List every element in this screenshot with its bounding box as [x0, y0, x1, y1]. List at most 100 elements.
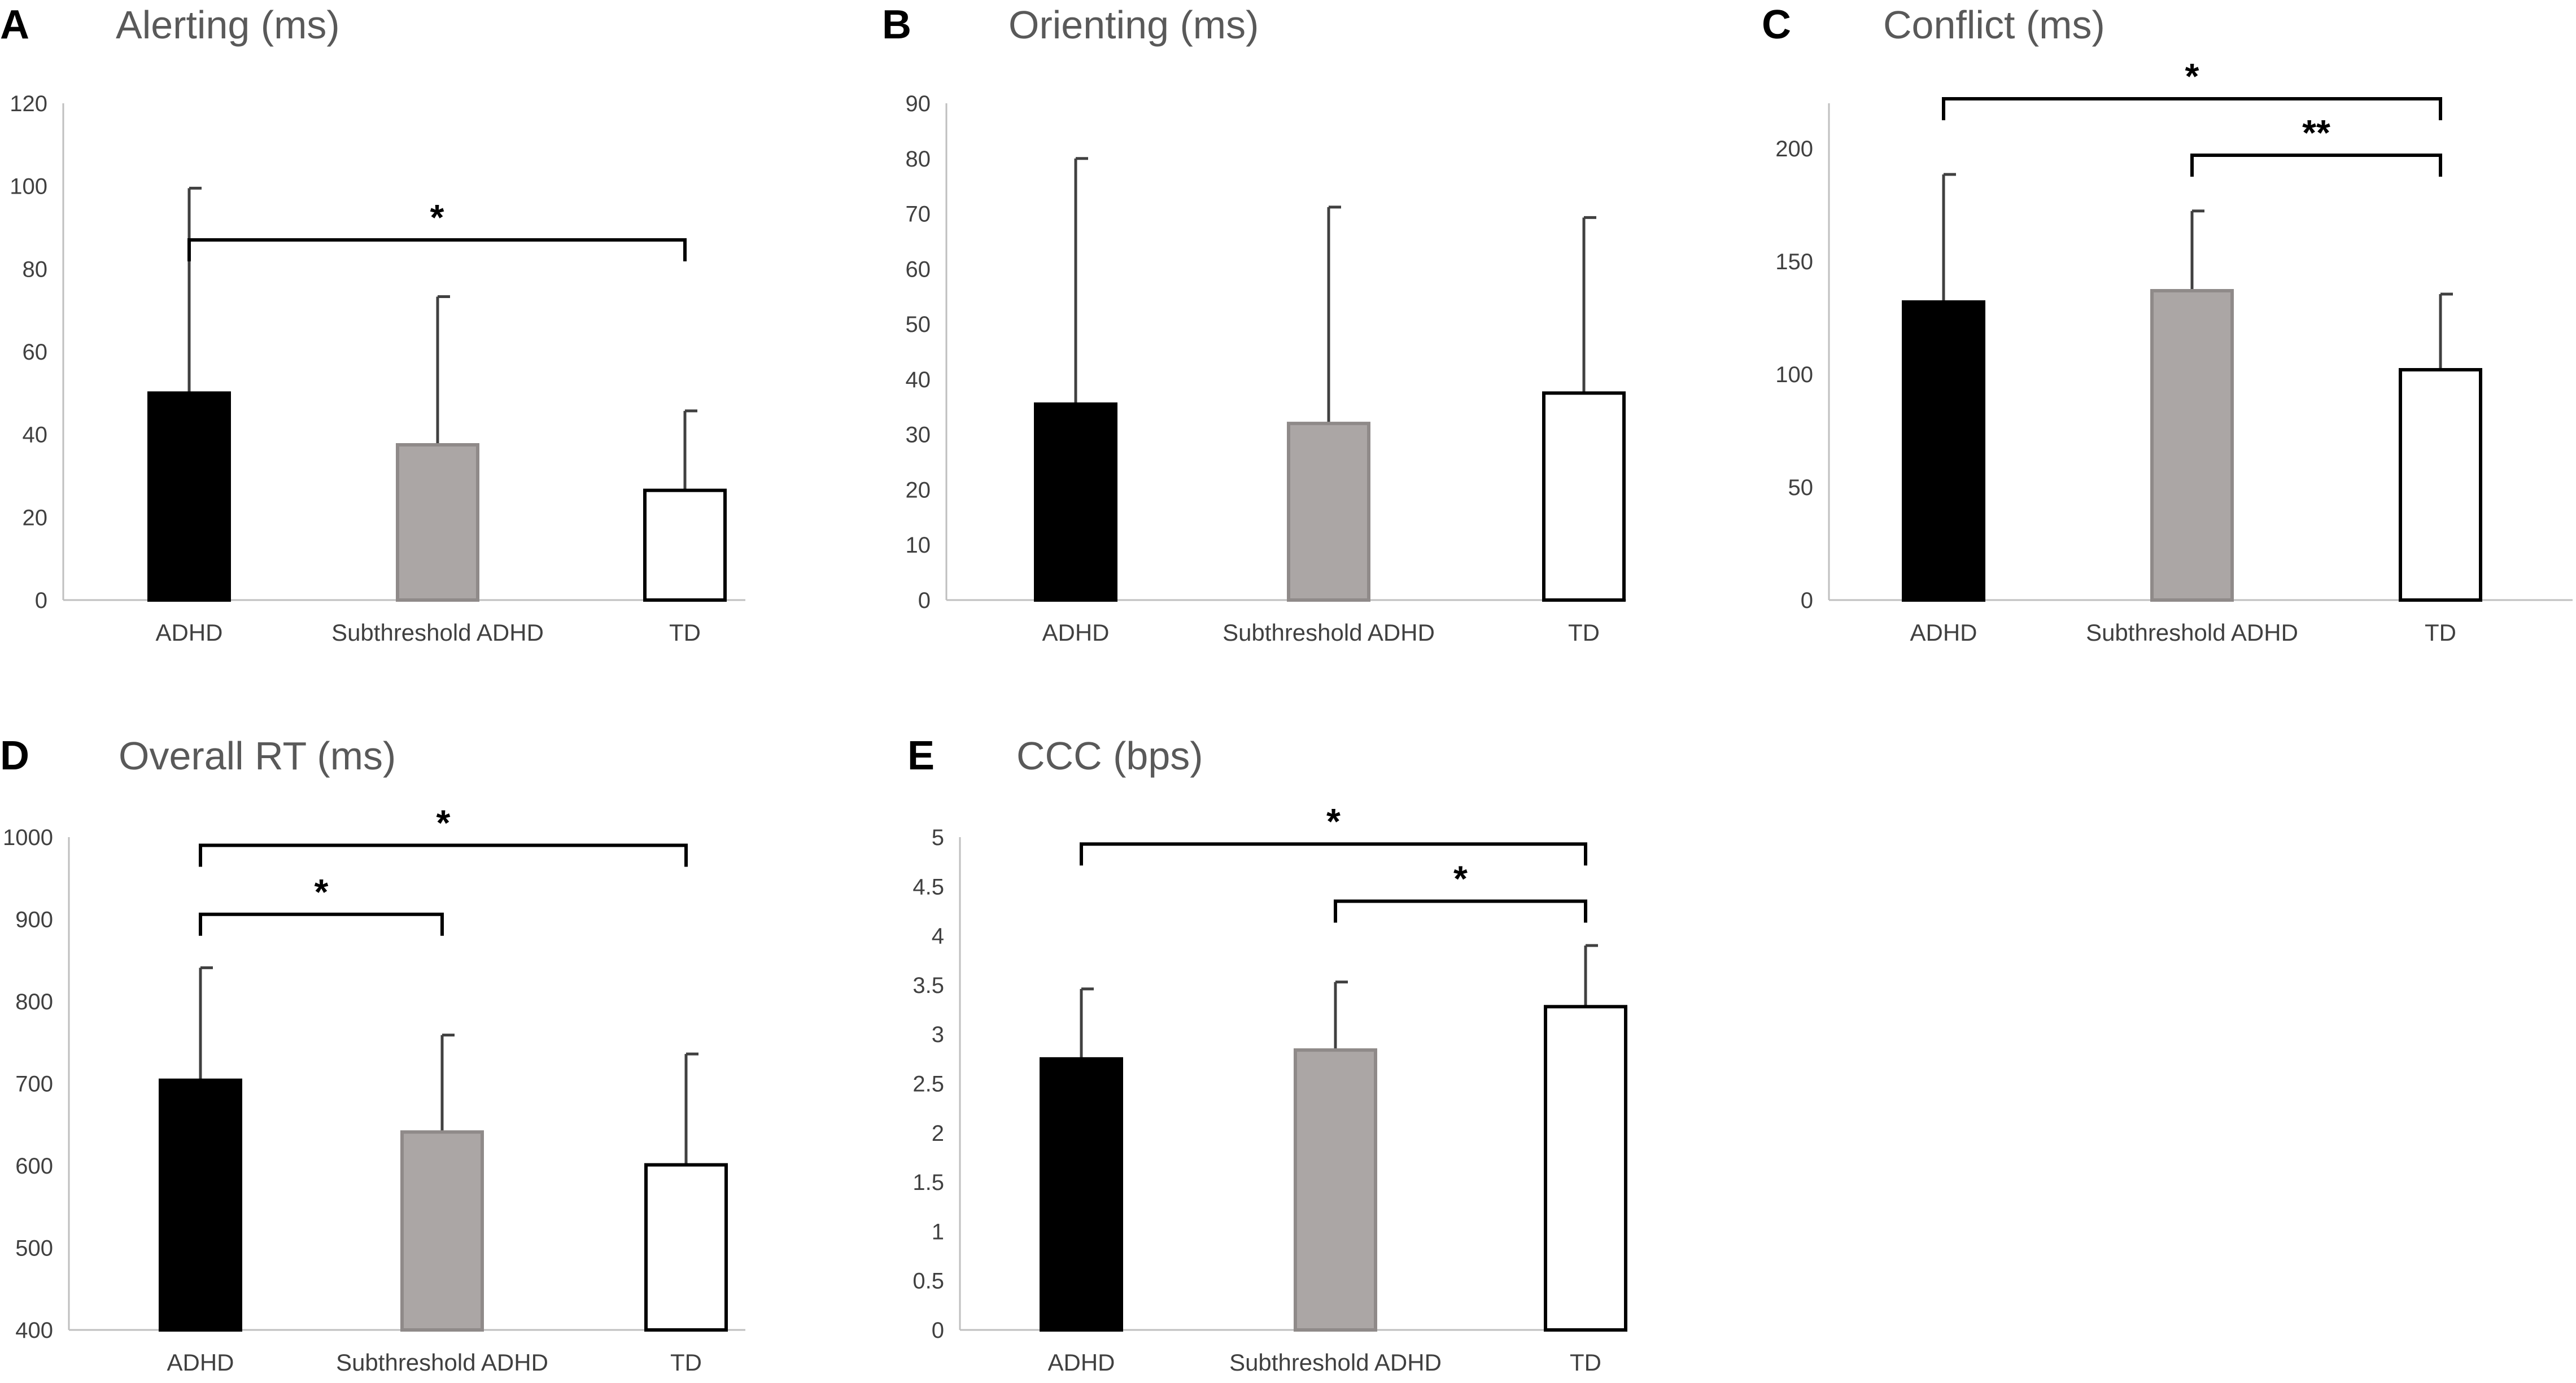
y-tick-label: 2 [932, 1121, 944, 1146]
bar-td [1544, 1005, 1627, 1332]
bar-td [643, 488, 727, 602]
category-label: ADHD [1047, 1349, 1115, 1376]
chart-panel-b: B Orienting (ms) 0 10 20 30 40 50 60 70 80 90 ADHD Su… [882, 2, 1626, 646]
significance-label: * [1453, 858, 1468, 899]
chart-panel-a: A Alerting (ms) 0 20 40 60 80 100 120 ADHD Subthre… [0, 2, 745, 646]
y-tick-label: 20 [23, 505, 48, 530]
y-tick-label: 20 [906, 478, 931, 502]
y-tick-label: 40 [906, 367, 931, 392]
y-tick-label: 4 [932, 924, 944, 949]
bar-adhd [1034, 402, 1117, 602]
y-tick-label: 0 [918, 588, 931, 613]
y-tick-label: 30 [906, 423, 931, 448]
significance-label: ** [2302, 112, 2330, 153]
y-tick-label: 1000 [3, 825, 53, 850]
category-label: TD [1570, 1349, 1601, 1376]
category-label: Subthreshold ADHD [1222, 619, 1435, 646]
significance-label: * [315, 872, 329, 912]
significance-bracket [1942, 97, 2442, 120]
y-tick-label: 150 [1775, 250, 1813, 274]
significance-label: * [2185, 56, 2199, 97]
y-tick-label: 800 [15, 990, 53, 1014]
panel-letter: D [0, 733, 29, 778]
significance-bracket [199, 843, 688, 867]
significance-label: * [430, 197, 444, 238]
panel-letter: C [1762, 2, 1791, 47]
y-tick-label: 4.5 [912, 874, 944, 899]
y-tick-label: 10 [906, 533, 931, 558]
chart-title: Conflict (ms) [1883, 3, 2105, 47]
y-tick-label: 200 [1775, 137, 1813, 161]
y-tick-label: 600 [15, 1154, 53, 1179]
chart-panel-d: D Overall RT (ms) 400 500 600 700 800 900 1000 AD… [0, 733, 745, 1376]
bar-td [644, 1163, 728, 1332]
category-label: TD [2425, 619, 2456, 646]
y-tick-label: 1.5 [912, 1170, 944, 1195]
y-tick-label: 90 [906, 91, 931, 116]
y-tick-label: 0.5 [912, 1269, 944, 1294]
category-label: TD [669, 619, 701, 646]
bar-adhd [159, 1078, 242, 1332]
significance-label: * [436, 803, 451, 843]
y-tick-label: 70 [906, 202, 931, 227]
category-label: ADHD [1910, 619, 1977, 646]
category-label: TD [1568, 619, 1600, 646]
chart-title: CCC (bps) [1016, 734, 1203, 778]
y-tick-label: 900 [15, 908, 53, 933]
y-tick-label: 100 [1775, 362, 1813, 387]
category-label: Subthreshold ADHD [336, 1349, 548, 1376]
y-tick-label: 120 [10, 91, 47, 116]
bar-adhd [147, 391, 231, 602]
chart-title: Overall RT (ms) [119, 734, 396, 778]
category-label: ADHD [155, 619, 222, 646]
y-tick-label: 0 [932, 1318, 944, 1343]
y-tick-label: 0 [1801, 588, 1813, 613]
y-tick-label: 50 [906, 312, 931, 337]
significance-bracket [1334, 899, 1587, 923]
bar-subthreshold-adhd [396, 443, 479, 602]
y-tick-label: 60 [906, 257, 931, 282]
category-label: ADHD [167, 1349, 234, 1376]
y-tick-label: 3 [932, 1022, 944, 1047]
y-tick-label: 50 [1788, 475, 1814, 500]
chart-panel-e: E CCC (bps) 0 0.5 1 1.5 2 2.5 3 3.5 4 4.5 5 ADHD Subth… [907, 733, 1627, 1376]
category-label: ADHD [1042, 619, 1109, 646]
y-tick-label: 60 [23, 340, 48, 365]
y-tick-label: 0 [35, 588, 47, 613]
bar-adhd [1902, 300, 1985, 602]
chart-panel-c: C Conflict (ms) 0 50 100 150 200 ADHD Subthresho… [1762, 2, 2573, 646]
y-tick-label: 2.5 [912, 1072, 944, 1097]
bar-td [1542, 391, 1626, 602]
bar-subthreshold-adhd [1287, 422, 1370, 602]
y-tick-label: 3.5 [912, 973, 944, 998]
chart-title: Alerting (ms) [116, 3, 340, 47]
category-label: Subthreshold ADHD [1229, 1349, 1442, 1376]
y-tick-label: 5 [932, 825, 944, 850]
y-tick-label: 80 [906, 147, 931, 172]
panel-letter: E [907, 733, 935, 778]
y-tick-label: 400 [15, 1318, 53, 1343]
y-tick-label: 40 [23, 423, 48, 448]
bar-subthreshold-adhd [1294, 1048, 1377, 1332]
significance-bracket [1080, 842, 1587, 866]
bar-subthreshold-adhd [2150, 289, 2234, 602]
y-tick-label: 1 [932, 1219, 944, 1244]
category-label: Subthreshold ADHD [331, 619, 544, 646]
bar-subthreshold-adhd [400, 1130, 484, 1332]
y-tick-label: 700 [15, 1072, 53, 1097]
y-tick-label: 500 [15, 1236, 53, 1261]
significance-label: * [1326, 801, 1341, 842]
panel-letter: A [0, 2, 29, 47]
category-label: Subthreshold ADHD [2086, 619, 2298, 646]
y-tick-label: 100 [10, 174, 47, 199]
significance-bracket [2190, 154, 2442, 177]
bar-td [2399, 368, 2482, 602]
significance-bracket [199, 912, 444, 936]
bar-adhd [1040, 1057, 1123, 1332]
significance-bracket [187, 238, 687, 261]
chart-title: Orienting (ms) [1008, 3, 1259, 47]
category-label: TD [670, 1349, 702, 1376]
y-tick-label: 80 [23, 257, 48, 282]
panel-letter: B [882, 2, 911, 47]
